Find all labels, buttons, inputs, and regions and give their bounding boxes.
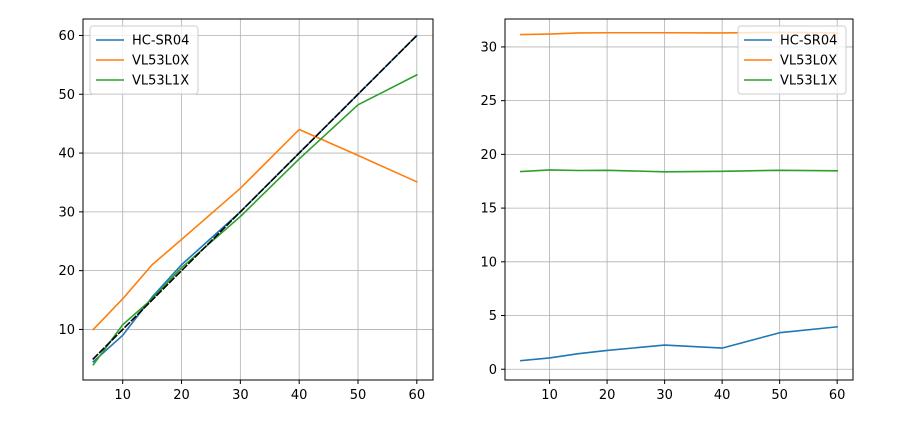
y-tick-label: 30 xyxy=(58,205,75,220)
x-tick-label: 50 xyxy=(771,388,788,403)
y-tick-label: 40 xyxy=(58,147,75,162)
legend-box xyxy=(89,25,199,95)
x-tick-label: 40 xyxy=(714,388,731,403)
y-tick-label: 0 xyxy=(489,363,497,378)
x-tick-label: 20 xyxy=(599,388,616,403)
y-tick-label: 5 xyxy=(489,309,497,324)
series-line-vl53l1x xyxy=(92,73,418,366)
x-tick-label: 50 xyxy=(350,388,367,403)
y-tick-label: 25 xyxy=(480,94,497,109)
legend-label: HC-SR04 xyxy=(132,34,189,49)
y-tick-label: 60 xyxy=(58,29,75,44)
legend-label: VL53L0X xyxy=(780,54,837,69)
left-chart: 10 20 30 40 50 60 10 20 30 40 50 60 HC-SR04 VL53L0X VL… xyxy=(58,18,434,403)
y-tick-label: 15 xyxy=(480,202,497,217)
y-tick-label: 20 xyxy=(58,264,75,279)
x-tick-label: 10 xyxy=(541,388,558,403)
legend-label: VL53L0X xyxy=(132,54,189,69)
legend-box xyxy=(737,25,847,95)
right-chart: 10 20 30 40 50 60 0 5 10 15 20 25 30 HC-SR04 VL53L0X VL… xyxy=(480,18,854,403)
y-tick-label: 20 xyxy=(480,148,497,163)
axes-frame xyxy=(504,18,854,381)
reference-line xyxy=(92,34,418,360)
x-tick-label: 60 xyxy=(829,388,846,403)
legend-label: VL53L1X xyxy=(780,74,837,89)
x-tick-label: 20 xyxy=(173,388,190,403)
series-line-hc-sr04 xyxy=(519,325,839,362)
legend-label: HC-SR04 xyxy=(780,34,837,49)
legend-label: VL53L1X xyxy=(132,74,189,89)
axes-frame xyxy=(82,18,434,381)
y-tick-label: 30 xyxy=(480,40,497,55)
x-tick-label: 60 xyxy=(409,388,426,403)
y-tick-label: 10 xyxy=(58,323,75,338)
y-tick-label: 10 xyxy=(480,255,497,270)
x-tick-label: 30 xyxy=(232,388,249,403)
series-line-vl53l1x xyxy=(519,169,838,173)
x-tick-label: 40 xyxy=(291,388,308,403)
x-tick-label: 10 xyxy=(114,388,131,403)
x-tick-label: 30 xyxy=(656,388,673,403)
y-tick-label: 50 xyxy=(58,88,75,103)
series-group xyxy=(92,34,418,366)
series-line-vl53l0x xyxy=(92,128,418,331)
